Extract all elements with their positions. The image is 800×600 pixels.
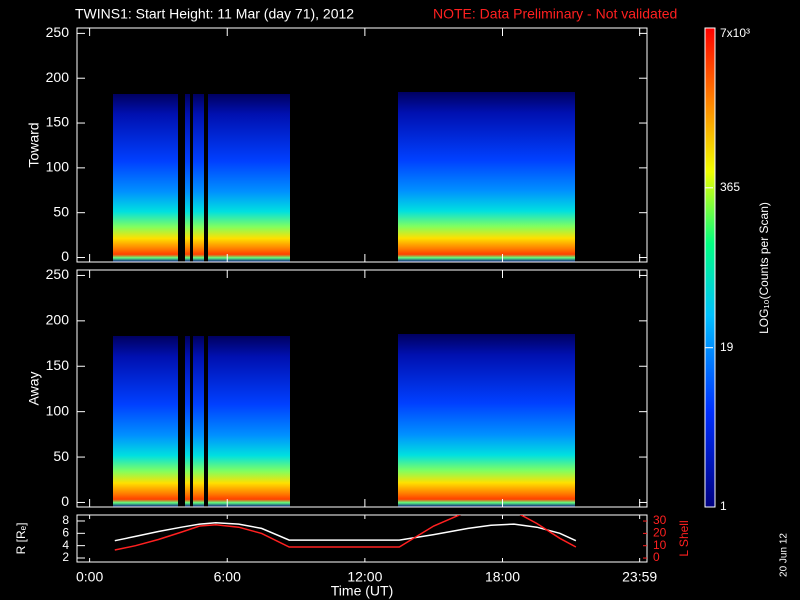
y-tick-label: 150 [46,114,70,130]
colorbar-label: LOG₁₀(Counts per Scan) [757,202,771,334]
y-axis-label: Away [26,372,42,406]
y-tick-label: 100 [46,402,70,418]
date-stamp: 20 Jun 12 [779,533,790,577]
y-tick-label: 250 [46,24,70,40]
y2-tick-label: 30 [653,513,667,527]
y-tick-label: 200 [46,69,70,85]
x-tick-label: 6:00 [214,569,241,585]
spectrogram-toward [113,92,575,262]
series-line [114,522,577,542]
spectrogram-away [113,334,575,507]
y-tick-label: 150 [46,357,70,373]
y-tick-label: 0 [61,493,69,509]
y2-tick-label: 0 [653,550,660,564]
x-tick-label: 0:00 [76,569,103,585]
y-tick-label: 50 [53,448,69,464]
y-tick-label: 50 [53,203,69,219]
plot-frame [76,269,648,508]
y-tick-label: 4 [62,538,69,552]
y-tick-label: 6 [62,525,69,539]
colorbar-tick-label: 1 [720,499,727,513]
lines [114,515,577,551]
y-tick-label: 8 [62,513,69,527]
y-axis-label: R [Rₑ] [14,523,28,555]
y-axis-label: Toward [26,122,42,167]
note: NOTE: Data Preliminary - Not validated [433,6,677,22]
y-tick-label: 0 [61,248,69,264]
series-line [114,515,577,551]
colorbar-tick-label: 7x10³ [720,26,750,40]
x-tick-label: 18:00 [485,569,520,585]
colorbar [704,27,716,508]
y-tick-label: 250 [46,266,70,282]
y-tick-label: 200 [46,312,70,328]
colorbar-tick-label: 19 [720,340,734,354]
plot-frame [76,514,648,563]
y2-axis-label: L Shell [677,520,691,556]
colorbar-tick-label: 365 [720,180,740,194]
y-tick-label: 2 [62,550,69,564]
x-axis-label: Time (UT) [331,583,393,599]
chart-title: TWINS1: Start Height: 11 Mar (day 71), 2… [75,6,354,22]
y-tick-label: 100 [46,159,70,175]
x-tick-label: 23:59 [622,569,657,585]
y2-tick-label: 20 [653,526,667,540]
plot-frame [76,27,648,263]
x-tick-label: 12:00 [347,569,382,585]
y2-tick-label: 10 [653,538,667,552]
